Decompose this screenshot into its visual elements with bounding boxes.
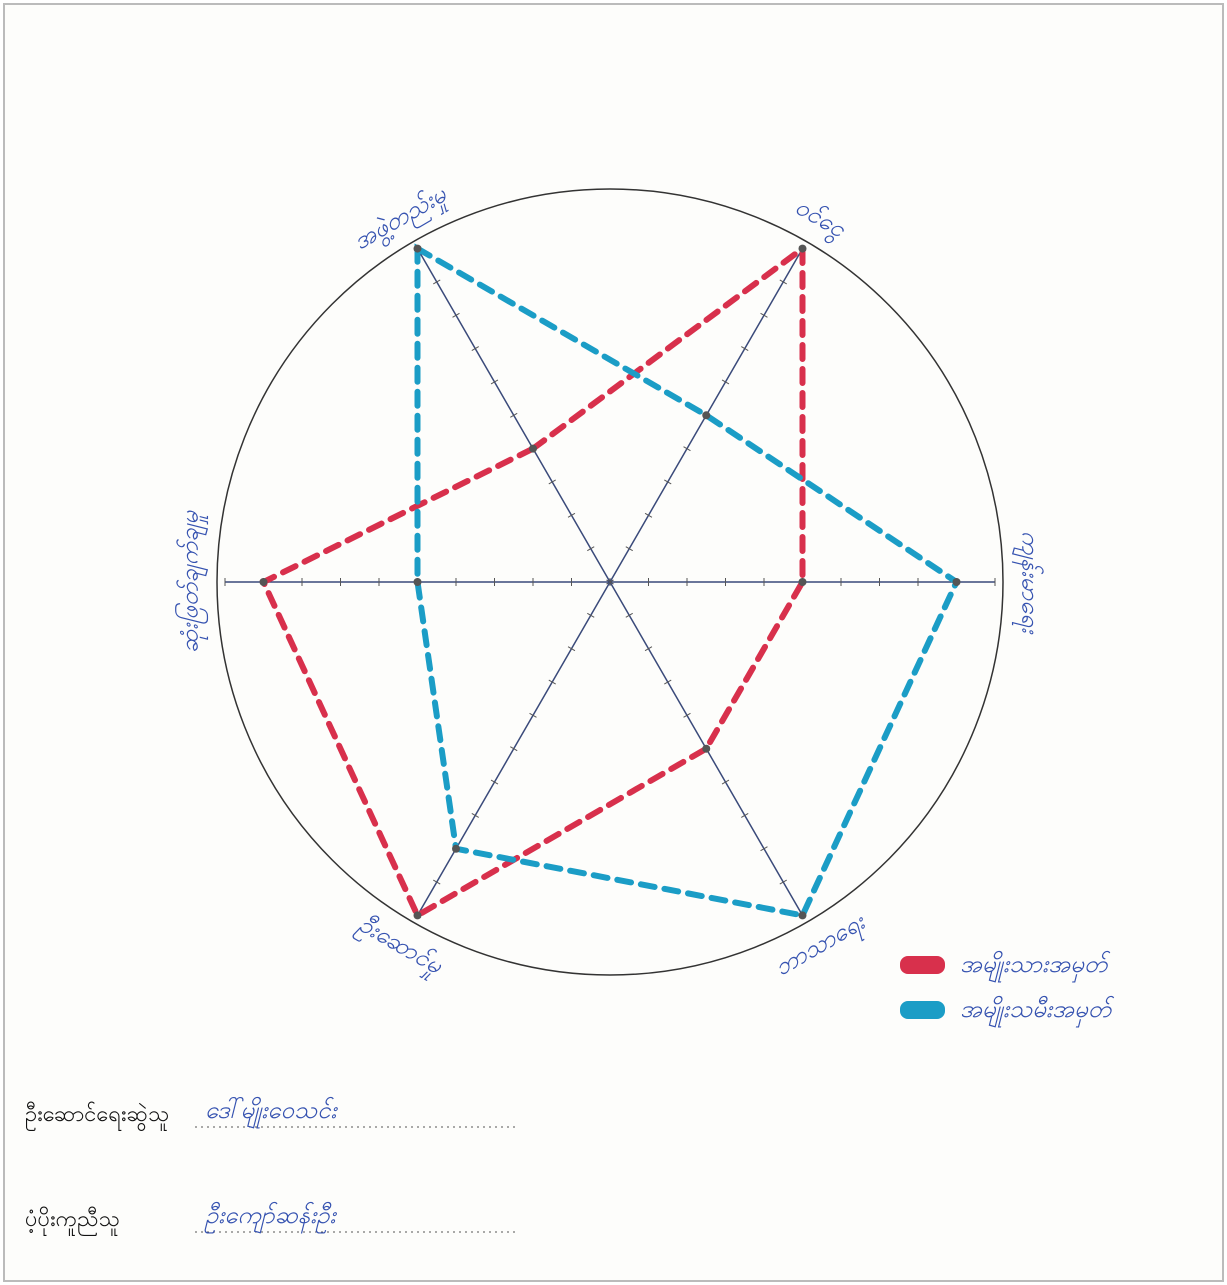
footer-label: ပံ့ပိုးကူညီသူ (25, 1206, 120, 1236)
page: အဖွဲ့တည်းမှုဝင်ငွေကျန်းမာရေးဘာသာရေးဦးဆော… (0, 0, 1227, 1285)
data-point (414, 911, 422, 919)
data-point (799, 245, 807, 253)
data-point (452, 845, 460, 853)
legend-swatch (900, 1001, 945, 1019)
axis-label: ဆုံးဖြတ်ချက်ချမှု (174, 510, 208, 653)
data-point (260, 578, 268, 586)
data-point (529, 445, 537, 453)
data-point (799, 911, 807, 919)
data-point (799, 578, 807, 586)
legend-swatch (900, 956, 945, 974)
data-point (702, 411, 710, 419)
data-point (414, 245, 422, 253)
data-point (702, 745, 710, 753)
data-point (414, 578, 422, 586)
data-point (953, 578, 961, 586)
